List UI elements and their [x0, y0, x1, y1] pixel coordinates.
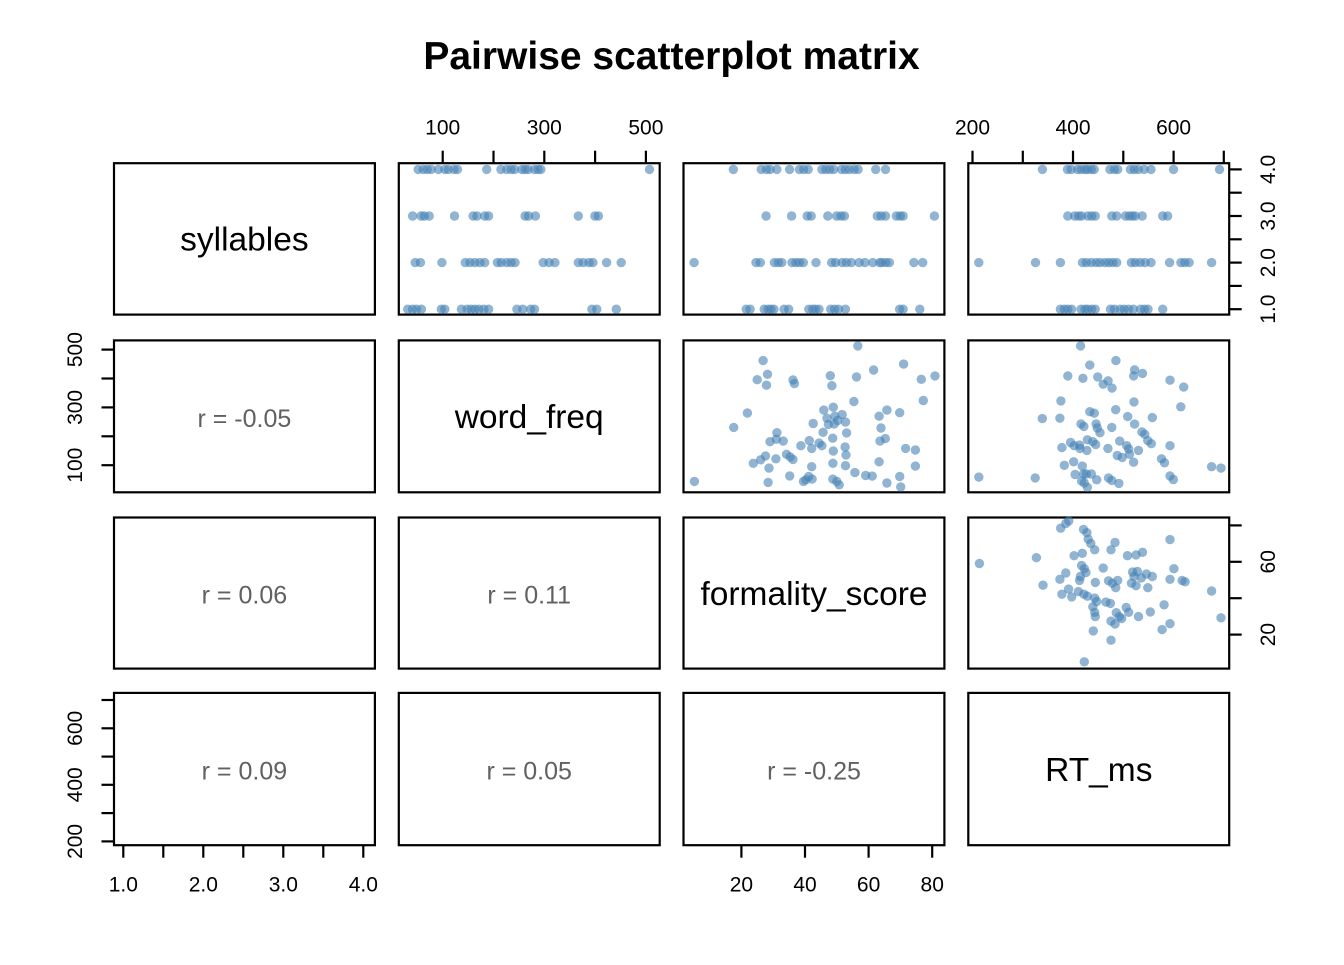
svg-text:500: 500 — [64, 332, 87, 367]
svg-text:r = -0.25: r = -0.25 — [767, 758, 861, 786]
svg-text:formality_score: formality_score — [700, 576, 927, 613]
svg-text:500: 500 — [628, 117, 663, 140]
svg-text:200: 200 — [64, 824, 87, 859]
svg-text:r = 0.06: r = 0.06 — [202, 582, 287, 610]
svg-text:400: 400 — [64, 767, 87, 802]
svg-text:20: 20 — [730, 874, 753, 897]
svg-text:600: 600 — [64, 711, 87, 746]
svg-text:RT_ms: RT_ms — [1045, 752, 1152, 789]
svg-text:4.0: 4.0 — [1257, 155, 1280, 184]
svg-text:1.0: 1.0 — [1257, 295, 1280, 324]
svg-text:1.0: 1.0 — [109, 874, 138, 897]
svg-text:400: 400 — [1055, 117, 1090, 140]
svg-text:4.0: 4.0 — [349, 874, 378, 897]
svg-text:2.0: 2.0 — [1257, 248, 1280, 277]
svg-text:Pairwise scatterplot matrix: Pairwise scatterplot matrix — [423, 35, 920, 78]
svg-text:r = -0.05: r = -0.05 — [197, 405, 291, 433]
svg-text:60: 60 — [857, 874, 880, 897]
svg-text:word_freq: word_freq — [454, 399, 604, 436]
svg-text:40: 40 — [793, 874, 816, 897]
svg-text:syllables: syllables — [180, 222, 308, 259]
svg-text:80: 80 — [921, 874, 944, 897]
svg-text:2.0: 2.0 — [189, 874, 218, 897]
svg-text:600: 600 — [1156, 117, 1191, 140]
svg-text:100: 100 — [425, 117, 460, 140]
svg-text:300: 300 — [64, 390, 87, 425]
svg-text:100: 100 — [64, 448, 87, 483]
svg-text:r = 0.09: r = 0.09 — [202, 758, 287, 786]
svg-text:3.0: 3.0 — [269, 874, 298, 897]
svg-text:3.0: 3.0 — [1257, 201, 1280, 230]
svg-text:r = 0.11: r = 0.11 — [487, 582, 571, 610]
svg-text:60: 60 — [1257, 550, 1280, 573]
svg-text:r = 0.05: r = 0.05 — [486, 758, 571, 786]
svg-text:300: 300 — [527, 117, 562, 140]
svg-text:200: 200 — [955, 117, 990, 140]
svg-text:20: 20 — [1257, 623, 1280, 646]
